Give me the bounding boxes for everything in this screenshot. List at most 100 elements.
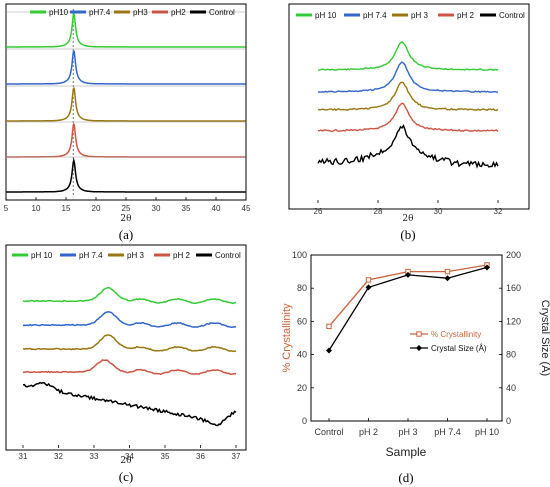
panel-d-x-tick-label: pH 3 [398, 427, 417, 437]
panel-c-series-ph-3 [22, 333, 237, 353]
panel-d-legend-label-crystallinity: % Crystallinity [431, 330, 481, 339]
panel-d-left-tick-label: 100 [292, 250, 307, 260]
panel-a-x-label: 2θ [120, 214, 131, 224]
panel-c-x-label: 2θ [120, 456, 131, 466]
panel-b-legend-label-ph-3: pH 3 [411, 11, 428, 20]
panel-a-x-tick-label: 15 [62, 204, 71, 213]
panel-d-right-tick-label: 120 [506, 316, 521, 326]
panel-c-x-tick-label: 36 [196, 452, 205, 461]
panel-c-legend: pH 10 pH 7.4 pH 3 pH 2 Control [12, 251, 241, 260]
panel-a-legend-label-ph2: pH2 [171, 8, 186, 17]
panel-d-y-label: % Crystallinity [281, 303, 293, 373]
panel-c-x-tick-label: 35 [161, 452, 170, 461]
panel-c-legend-label-control: Control [215, 251, 241, 260]
panel-b-legend-label-ph-7-4: pH 7.4 [363, 11, 387, 20]
panel-d-left-tick-label: 20 [297, 383, 307, 393]
panel-c-legend-label-ph-7-4: pH 7.4 [79, 251, 103, 260]
panel-b-legend-label-ph-10: pH 10 [315, 11, 337, 20]
panel-d-left-tick-label: 0 [302, 416, 307, 426]
panel-a-x-tick-label: 20 [92, 204, 101, 213]
panel-b-frame [288, 3, 530, 210]
panel-a-legend: pH10 pH7.4 pH3 pH2 Control [30, 8, 235, 17]
panel-a-x-tick-label: 45 [242, 204, 251, 213]
panel-b: pH 10 pH 7.4 pH 3 pH 2 Control 26 28 30 32 2θ (… [288, 3, 530, 242]
panel-a-x-tick-label: 10 [32, 204, 41, 213]
panel-d-right-tick-label: 0 [506, 416, 511, 426]
panel-a-legend-label-ph10: pH10 [49, 8, 69, 17]
panel-c: pH 10 pH 7.4 pH 3 pH 2 Control 31 32 33 34 35 36 3… [5, 244, 247, 484]
panel-d: 0 20 40 60 80 100 0 40 80 120 160 200 Control pH 2 p… [281, 250, 550, 485]
panel-d-point-crystallinity [365, 277, 372, 283]
panel-c-x-tick-label: 34 [125, 452, 134, 461]
panel-a-legend-label-ph3: pH3 [133, 8, 148, 17]
panel-d-point-crystallinity [326, 323, 332, 330]
panel-d-x-tick-label: pH 10 [475, 427, 499, 437]
panel-a: pH10 pH7.4 pH3 pH2 Control 5 10 15 20 25 30 35 40 45… [4, 3, 251, 242]
panel-a-legend-label-control: Control [209, 8, 235, 17]
panel-a-label: (a) [119, 227, 133, 242]
panel-b-label: (b) [400, 227, 415, 242]
panel-b-series-ph-3 [317, 81, 499, 112]
panel-b-series-ph-2 [318, 102, 499, 133]
panel-c-x-tick-label: 37 [232, 452, 241, 461]
panel-d-point-crystal-size [326, 347, 332, 354]
panel-d-legend-marker [416, 345, 422, 351]
panel-b-x-tick-label: 26 [314, 207, 323, 216]
panel-d-legend-label-crystal-size: Crystal Size (Å) [431, 344, 487, 353]
panel-d-x-ticks: Control pH 2 pH 3 pH 7.4 pH 10 [314, 418, 499, 437]
panel-b-x-tick-label: 28 [374, 207, 383, 216]
panel-b-series [317, 41, 499, 169]
panel-d-series [326, 262, 490, 354]
panel-d-right-tick-label: 80 [506, 350, 516, 360]
panel-b-series-ph-10 [317, 41, 499, 72]
panel-c-legend-label-ph-2: pH 2 [173, 251, 190, 260]
panel-d-x-label: Sample [386, 445, 427, 459]
panel-a-series-control [6, 157, 246, 193]
panel-d-left-tick-label: 80 [297, 283, 307, 293]
panel-b-legend-label-ph-2: pH 2 [457, 11, 474, 20]
panel-d-legend: % Crystallinity Crystal Size (Å) [410, 330, 487, 353]
panel-a-x-tick-label: 25 [122, 204, 131, 213]
panel-c-series-ph-10 [22, 286, 237, 305]
panel-c-label: (c) [119, 469, 133, 484]
panel-d-x-tick-label: pH 7.4 [434, 427, 461, 437]
panel-d-point-crystal-size [405, 271, 411, 278]
panel-d-point-crystallinity [444, 268, 451, 275]
panel-a-series-ph7-4 [6, 50, 246, 85]
panel-a-x-ticks: 5 10 15 20 25 30 35 40 45 [4, 197, 251, 213]
panel-d-right-tick-label: 40 [506, 383, 516, 393]
panel-b-legend: pH 10 pH 7.4 pH 3 pH 2 Control [296, 11, 525, 20]
panel-b-x-tick-label: 32 [494, 207, 503, 216]
panel-b-legend-label-control: Control [499, 11, 525, 20]
panel-d-label: (d) [398, 470, 413, 485]
panel-c-series-ph-2 [22, 359, 237, 376]
panel-a-legend-label-ph7-4: pH7.4 [89, 8, 111, 17]
panel-d-legend-marker [416, 331, 422, 337]
panel-a-x-tick-label: 5 [4, 204, 9, 213]
panel-d-y2-label: Crystal Size (Å) [539, 300, 550, 376]
panel-a-series-ph3 [6, 87, 246, 122]
panel-d-left-tick-label: 60 [297, 316, 307, 326]
panel-c-series [22, 286, 237, 427]
panel-d-plot-area [310, 254, 503, 422]
panel-d-right-tick-label: 160 [506, 283, 521, 293]
panel-c-x-tick-label: 33 [90, 452, 99, 461]
panel-b-x-ticks: 26 28 30 32 [314, 200, 503, 216]
panel-c-legend-label-ph-10: pH 10 [31, 251, 53, 260]
panel-b-series-ph-7-4 [317, 61, 499, 94]
panel-c-x-tick-label: 32 [54, 452, 63, 461]
panel-d-x-tick-label: pH 2 [359, 427, 378, 437]
panel-b-x-tick-label: 30 [434, 207, 443, 216]
panel-d-right-ticks: 0 40 80 120 160 200 [499, 250, 521, 426]
panel-c-legend-label-ph-3: pH 3 [127, 251, 144, 260]
panel-a-x-tick-label: 35 [182, 204, 191, 213]
panel-b-x-label: 2θ [402, 214, 413, 224]
panel-a-series [6, 11, 246, 193]
panel-c-x-ticks: 31 32 33 34 35 36 37 [19, 445, 241, 461]
panel-a-frame [5, 3, 247, 201]
panel-d-point-crystal-size [484, 264, 490, 271]
panel-a-series-ph10 [6, 13, 246, 48]
panel-c-series-control [22, 381, 237, 427]
panel-c-x-tick-label: 31 [19, 452, 28, 461]
